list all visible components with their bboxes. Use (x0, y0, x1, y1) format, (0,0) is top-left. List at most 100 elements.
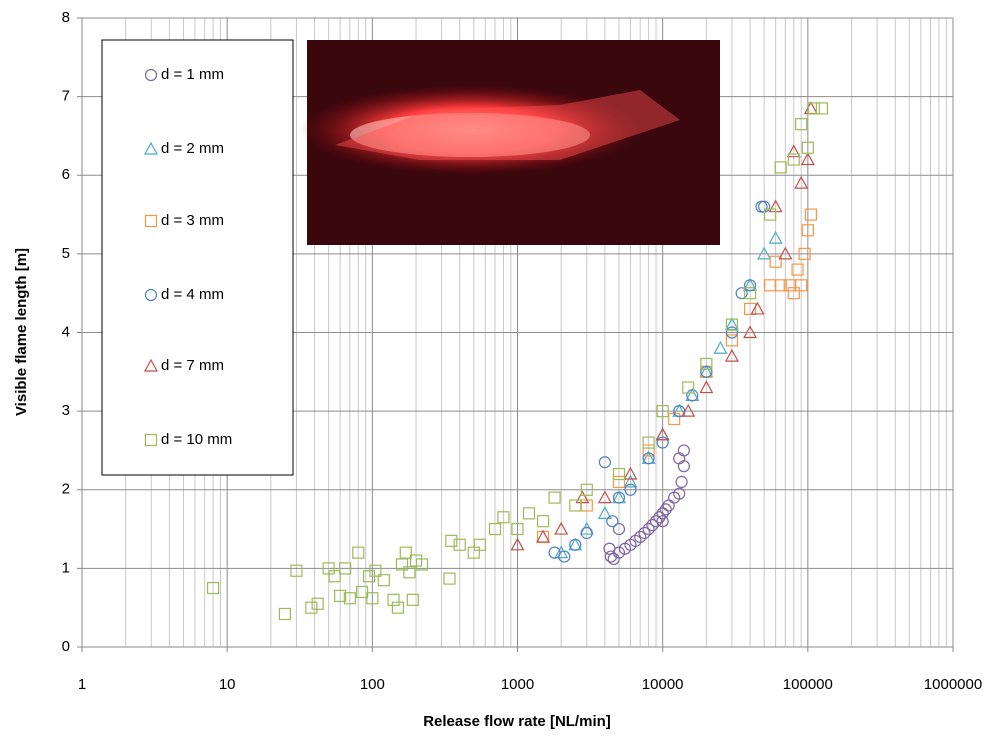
point (642, 444, 655, 457)
point (623, 466, 638, 480)
point (725, 326, 739, 339)
point (755, 200, 768, 213)
point (612, 522, 626, 536)
point (395, 558, 409, 571)
y-tick-label: 0 (62, 638, 70, 655)
point (290, 564, 303, 577)
point (597, 506, 612, 519)
point (624, 483, 637, 496)
point (623, 474, 638, 488)
point (642, 436, 655, 449)
point (804, 208, 818, 221)
point (597, 490, 612, 504)
point (352, 546, 365, 559)
legend-marker (144, 214, 158, 228)
point (725, 318, 739, 331)
point (815, 102, 829, 115)
point (675, 475, 688, 488)
point (646, 519, 659, 532)
point (206, 581, 220, 595)
point (794, 175, 809, 189)
x-tick-label: 100 (360, 676, 385, 693)
legend-marker (144, 68, 158, 82)
point (511, 522, 524, 536)
point (764, 279, 777, 292)
x-tick-label: 10000 (642, 676, 684, 693)
point (445, 534, 458, 547)
y-tick-label: 6 (62, 166, 70, 183)
point (473, 538, 486, 551)
point (764, 208, 777, 221)
point (569, 499, 582, 512)
point (612, 475, 626, 488)
point (713, 340, 728, 354)
point (569, 538, 582, 551)
point (377, 574, 390, 587)
point (278, 607, 292, 621)
point (743, 325, 758, 339)
y-tick-label: 1 (62, 559, 70, 576)
legend-label: d = 7 mm (161, 357, 224, 374)
point (598, 456, 611, 469)
legend-label: d = 2 mm (161, 140, 224, 157)
x-tick-label: 100000 (783, 676, 833, 693)
point (612, 491, 626, 504)
point (757, 246, 772, 260)
point (656, 507, 669, 520)
point (343, 592, 356, 605)
point (778, 246, 793, 260)
legend: d = 1 mm d = 2 mm d = 3 mm d = 4 mm d = 7 mm… (143, 66, 232, 448)
x-axis-title: Release flow rate [NL/min] (423, 713, 611, 730)
point (673, 487, 686, 500)
point (634, 530, 647, 544)
point (743, 302, 757, 316)
point (795, 118, 808, 131)
point (656, 436, 669, 449)
point (642, 522, 655, 536)
point (798, 247, 811, 260)
point (443, 572, 456, 585)
point (554, 521, 569, 535)
legend-marker (144, 433, 158, 447)
y-tick-label: 2 (62, 481, 70, 498)
point (673, 452, 686, 465)
legend-marker (143, 358, 159, 372)
point (700, 357, 713, 371)
legend-label: d = 1 mm (161, 66, 224, 83)
point (612, 546, 626, 559)
point (305, 601, 318, 614)
point (369, 564, 382, 577)
point (606, 515, 619, 528)
point (682, 381, 695, 394)
legend-label: d = 3 mm (161, 212, 224, 229)
point (801, 141, 814, 154)
point (580, 483, 593, 496)
point (769, 255, 782, 268)
point (575, 490, 590, 504)
point (497, 511, 510, 524)
point (801, 224, 814, 237)
point (655, 427, 670, 441)
x-tick-label: 1000 (501, 676, 534, 693)
point (536, 529, 551, 543)
point (725, 334, 739, 347)
y-axis-title: Visible flame length [m] (13, 248, 30, 416)
point (399, 546, 412, 559)
y-tick-label: 4 (62, 323, 70, 340)
point (724, 348, 739, 362)
point (453, 538, 466, 551)
point (787, 287, 800, 300)
point (638, 526, 651, 540)
point (677, 460, 690, 473)
point (642, 452, 655, 465)
point (580, 526, 593, 540)
point (366, 592, 379, 605)
point (536, 515, 550, 528)
point (387, 593, 400, 606)
point (700, 365, 713, 378)
point (743, 287, 757, 300)
point (659, 503, 672, 516)
point (653, 511, 666, 524)
point (548, 491, 561, 504)
